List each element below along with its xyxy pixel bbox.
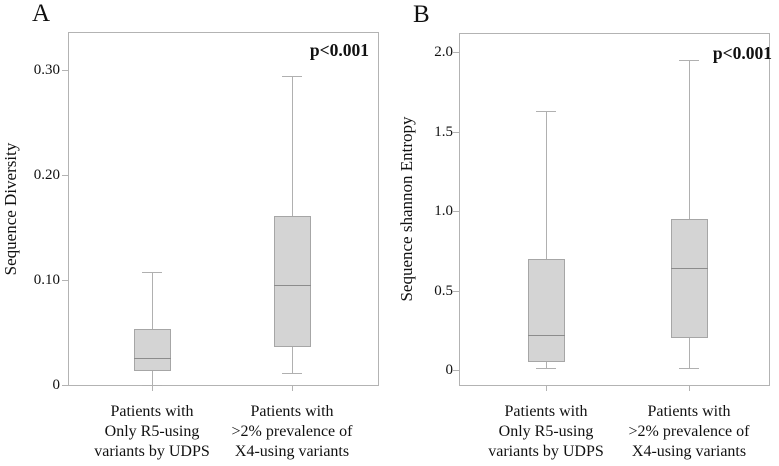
median-line bbox=[274, 285, 311, 286]
y-tick-label: 0.5 bbox=[434, 283, 453, 299]
panel-a-letter: A bbox=[32, 0, 51, 27]
x-category-label: Patients with bbox=[647, 403, 731, 420]
y-tick-mark bbox=[62, 175, 68, 176]
y-tick-label: 0 bbox=[445, 362, 454, 378]
median-line bbox=[134, 358, 171, 359]
panel-b-plot-area bbox=[459, 33, 770, 386]
panel-a-plot-area bbox=[68, 32, 379, 386]
whisker-cap-max bbox=[536, 111, 556, 112]
box bbox=[528, 259, 565, 362]
whisker-cap-max bbox=[679, 60, 699, 61]
panel-a-p-value: p<0.001 bbox=[309, 40, 369, 60]
x-category-label: >2% prevalence of bbox=[628, 423, 750, 440]
y-tick-label: 2.0 bbox=[434, 44, 453, 60]
y-tick-label: 1.5 bbox=[434, 124, 453, 140]
x-category-label: variants by UDPS bbox=[94, 443, 210, 460]
y-tick-label: 0.30 bbox=[33, 62, 60, 78]
x-category-label: Only R5-using bbox=[498, 423, 594, 440]
panel-b-p-value: p<0.001 bbox=[712, 43, 772, 63]
x-tick-mark bbox=[292, 385, 293, 391]
x-category-label: X4-using variants bbox=[631, 443, 747, 460]
y-tick-mark bbox=[62, 70, 68, 71]
whisker-cap-max bbox=[282, 76, 302, 77]
x-category-label: Patients with bbox=[110, 403, 194, 420]
box bbox=[274, 216, 311, 347]
whisker-cap-min bbox=[536, 368, 556, 369]
whisker-cap-min bbox=[282, 373, 302, 374]
y-tick-mark bbox=[453, 132, 459, 133]
x-category-label: Patients with bbox=[250, 403, 334, 420]
y-tick-mark bbox=[62, 280, 68, 281]
x-tick-mark bbox=[546, 385, 547, 391]
x-tick-mark bbox=[689, 385, 690, 391]
panel-a-y-axis-title: Sequence Diversity bbox=[1, 142, 20, 276]
box bbox=[671, 219, 708, 338]
x-category-label: Patients with bbox=[504, 403, 588, 420]
y-tick-mark bbox=[62, 385, 68, 386]
whisker-line bbox=[152, 272, 153, 385]
x-category-label: X4-using variants bbox=[234, 443, 350, 460]
panel-b-letter: B bbox=[413, 1, 430, 28]
y-tick-label: 1.0 bbox=[434, 203, 453, 219]
x-category-label: >2% prevalence of bbox=[231, 423, 353, 440]
median-line bbox=[528, 335, 565, 336]
y-tick-mark bbox=[453, 52, 459, 53]
x-category-label: variants by UDPS bbox=[488, 443, 604, 460]
x-tick-mark bbox=[152, 385, 153, 391]
whisker-line bbox=[546, 111, 547, 369]
y-tick-mark bbox=[453, 291, 459, 292]
whisker-line bbox=[689, 60, 690, 368]
y-tick-label: 0 bbox=[52, 377, 61, 393]
y-tick-mark bbox=[453, 370, 459, 371]
y-tick-label: 0.20 bbox=[33, 167, 60, 183]
whisker-cap-max bbox=[142, 272, 162, 273]
median-line bbox=[671, 268, 708, 269]
y-tick-mark bbox=[453, 211, 459, 212]
y-tick-label: 0.10 bbox=[33, 272, 60, 288]
whisker-cap-min bbox=[679, 368, 699, 369]
whisker-cap-min bbox=[142, 385, 162, 386]
box bbox=[134, 329, 171, 371]
x-category-label: Only R5-using bbox=[104, 423, 200, 440]
